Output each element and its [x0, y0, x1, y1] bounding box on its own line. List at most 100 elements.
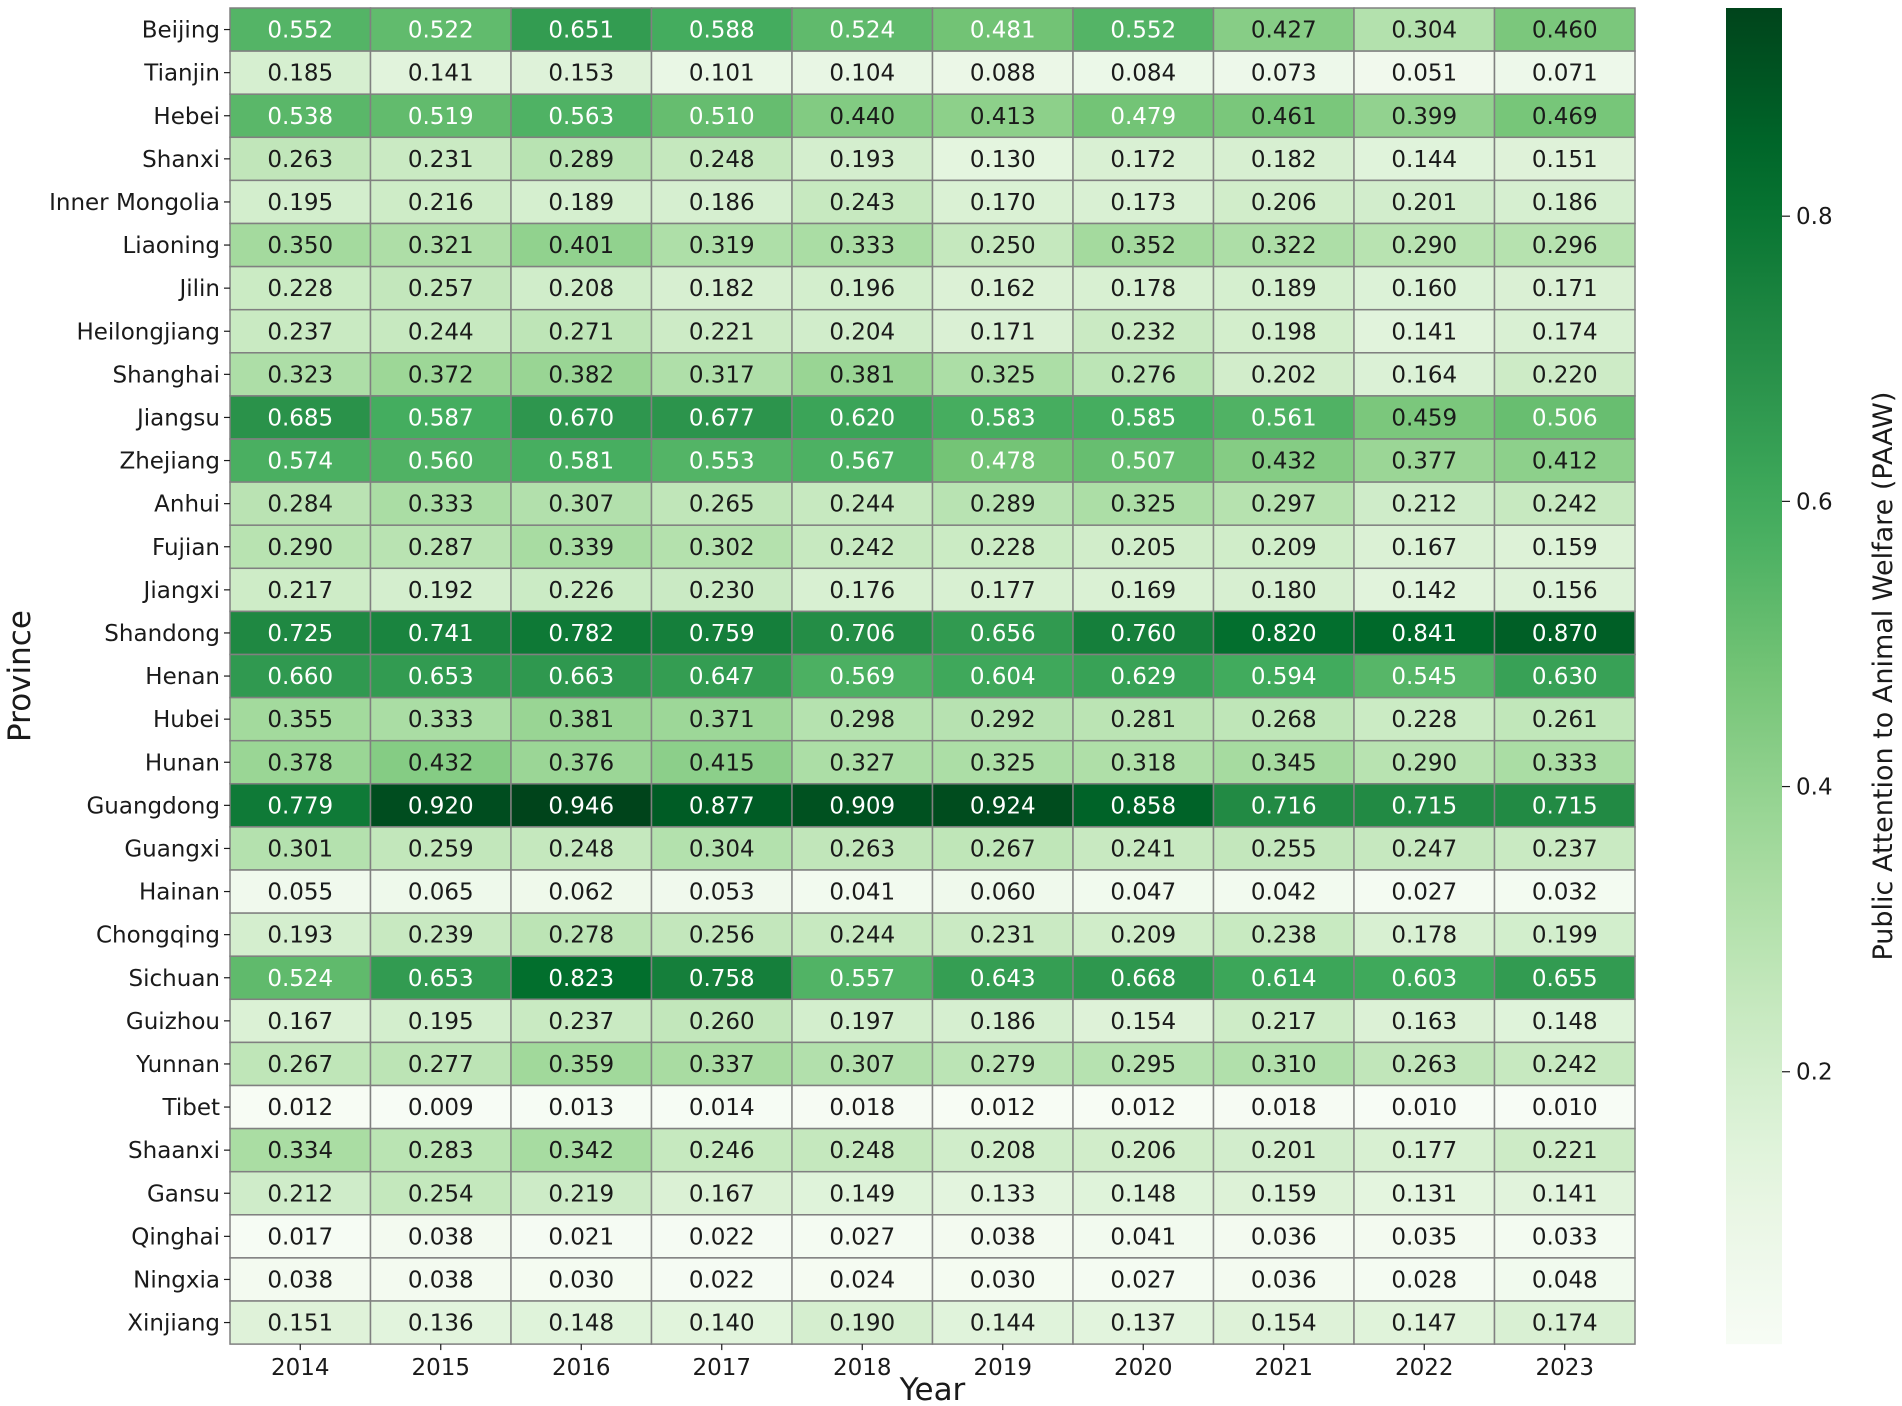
cell-value-label: 0.415 [689, 750, 755, 776]
cell-value-label: 0.322 [1251, 233, 1317, 259]
heatmap-cell [1493, 93, 1636, 139]
year-label: 2022 [1395, 1355, 1454, 1381]
cell-value-label: 0.432 [1251, 449, 1317, 475]
heatmap-cell [1353, 1257, 1496, 1302]
heatmap-cell [1072, 653, 1215, 699]
cell-value-label: 0.304 [689, 836, 755, 862]
cell-value-label: 0.101 [689, 61, 755, 87]
heatmap-cell [1072, 438, 1215, 483]
cell-value-label: 0.560 [408, 449, 474, 475]
cell-value-label: 0.307 [829, 1052, 895, 1078]
heatmap-cell [229, 395, 372, 440]
cell-value-label: 0.325 [1110, 492, 1176, 518]
heatmap-cell [1353, 739, 1496, 785]
cell-value-label: 0.567 [829, 449, 895, 475]
heatmap-cell [1212, 912, 1355, 957]
cell-value-label: 0.141 [1532, 1181, 1598, 1207]
cell-value-label: 0.144 [970, 1311, 1036, 1337]
cell-value-label: 0.660 [267, 664, 333, 690]
cell-value-label: 0.196 [829, 276, 895, 302]
province-label: Inner Mongolia [49, 190, 220, 216]
heatmap-cell [1493, 1041, 1636, 1087]
heatmap-cell [369, 438, 512, 483]
cell-value-label: 0.292 [970, 707, 1036, 733]
heatmap-cell [931, 308, 1074, 354]
cell-value-label: 0.159 [1532, 535, 1598, 561]
year-label: 2023 [1535, 1355, 1594, 1381]
cell-value-label: 0.261 [1532, 707, 1598, 733]
cell-value-label: 0.263 [1391, 1052, 1457, 1078]
cell-value-label: 0.208 [970, 1138, 1036, 1164]
cell-value-label: 0.254 [408, 1181, 474, 1207]
cell-value-label: 0.084 [1110, 61, 1176, 87]
heatmap-cell [1493, 395, 1636, 440]
cell-value-label: 0.248 [548, 836, 614, 862]
province-label: Guangdong [86, 793, 220, 819]
year-label: 2020 [1114, 1355, 1173, 1381]
heatmap-cell [650, 352, 793, 397]
heatmap-cell [1353, 783, 1496, 828]
cell-value-label: 0.185 [267, 61, 333, 87]
cell-value-label: 0.038 [970, 1224, 1036, 1250]
cell-value-label: 0.018 [1251, 1095, 1317, 1121]
cell-value-label: 0.461 [1251, 104, 1317, 130]
heatmap-cell [229, 1127, 372, 1173]
heatmap-cell [1493, 265, 1636, 311]
heatmap-cell [1493, 1084, 1636, 1130]
year-label: 2017 [692, 1355, 751, 1381]
cell-value-label: 0.148 [548, 1311, 614, 1337]
cell-value-label: 0.141 [408, 61, 474, 87]
heatmap-cell [1212, 783, 1355, 828]
cell-value-label: 0.263 [829, 836, 895, 862]
cell-value-label: 0.246 [689, 1138, 755, 1164]
cell-value-label: 0.552 [1110, 18, 1176, 44]
cell-value-label: 0.296 [1532, 233, 1598, 259]
heatmap-cell [229, 7, 372, 52]
cell-value-label: 0.284 [267, 492, 333, 518]
province-label: Shandong [104, 621, 220, 647]
cell-value-label: 0.140 [689, 1311, 755, 1337]
cell-value-label: 0.647 [689, 664, 755, 690]
heatmap-cell [369, 696, 512, 742]
cell-value-label: 0.440 [829, 104, 895, 130]
cell-value-label: 0.212 [1391, 492, 1457, 518]
cell-value-label: 0.051 [1391, 61, 1457, 87]
heatmap-cell [1212, 352, 1355, 397]
cell-value-label: 0.920 [408, 793, 474, 819]
heatmap-cell [650, 826, 793, 871]
x-axis-title: Year [899, 1372, 966, 1406]
heatmap-cell [931, 696, 1074, 742]
cell-value-label: 0.779 [267, 793, 333, 819]
heatmap-cell [1353, 179, 1496, 225]
cell-value-label: 0.563 [548, 104, 614, 130]
cell-value-label: 0.278 [548, 923, 614, 949]
cell-value-label: 0.685 [267, 405, 333, 431]
heatmap-cell [1072, 998, 1215, 1044]
cell-value-label: 0.131 [1391, 1181, 1457, 1207]
province-label: Ningxia [133, 1267, 220, 1293]
cell-value-label: 0.656 [970, 621, 1036, 647]
cell-value-label: 0.323 [267, 362, 333, 388]
heatmap-cell [510, 93, 653, 139]
heatmap-cell [931, 739, 1074, 785]
heatmap-cell [229, 783, 372, 828]
cell-value-label: 0.180 [1251, 578, 1317, 604]
heatmap-cell [1212, 955, 1355, 1001]
cell-value-label: 0.267 [267, 1052, 333, 1078]
cell-value-label: 0.333 [408, 492, 474, 518]
heatmap-cell [650, 1257, 793, 1302]
cell-value-label: 0.304 [1391, 18, 1457, 44]
cell-value-label: 0.242 [1532, 1052, 1598, 1078]
cell-value-label: 0.247 [1391, 836, 1457, 862]
cell-value-label: 0.297 [1251, 492, 1317, 518]
heatmap-cell [369, 93, 512, 139]
cell-value-label: 0.226 [548, 578, 614, 604]
heatmap-cell [1212, 1170, 1355, 1216]
heatmap-cell [650, 567, 793, 613]
cell-value-label: 0.289 [548, 147, 614, 173]
cell-value-label: 0.160 [1391, 276, 1457, 302]
cell-value-label: 0.321 [408, 233, 474, 259]
cell-value-label: 0.174 [1532, 1311, 1598, 1337]
province-label: Jilin [177, 276, 220, 302]
heatmap-cell [229, 696, 372, 742]
